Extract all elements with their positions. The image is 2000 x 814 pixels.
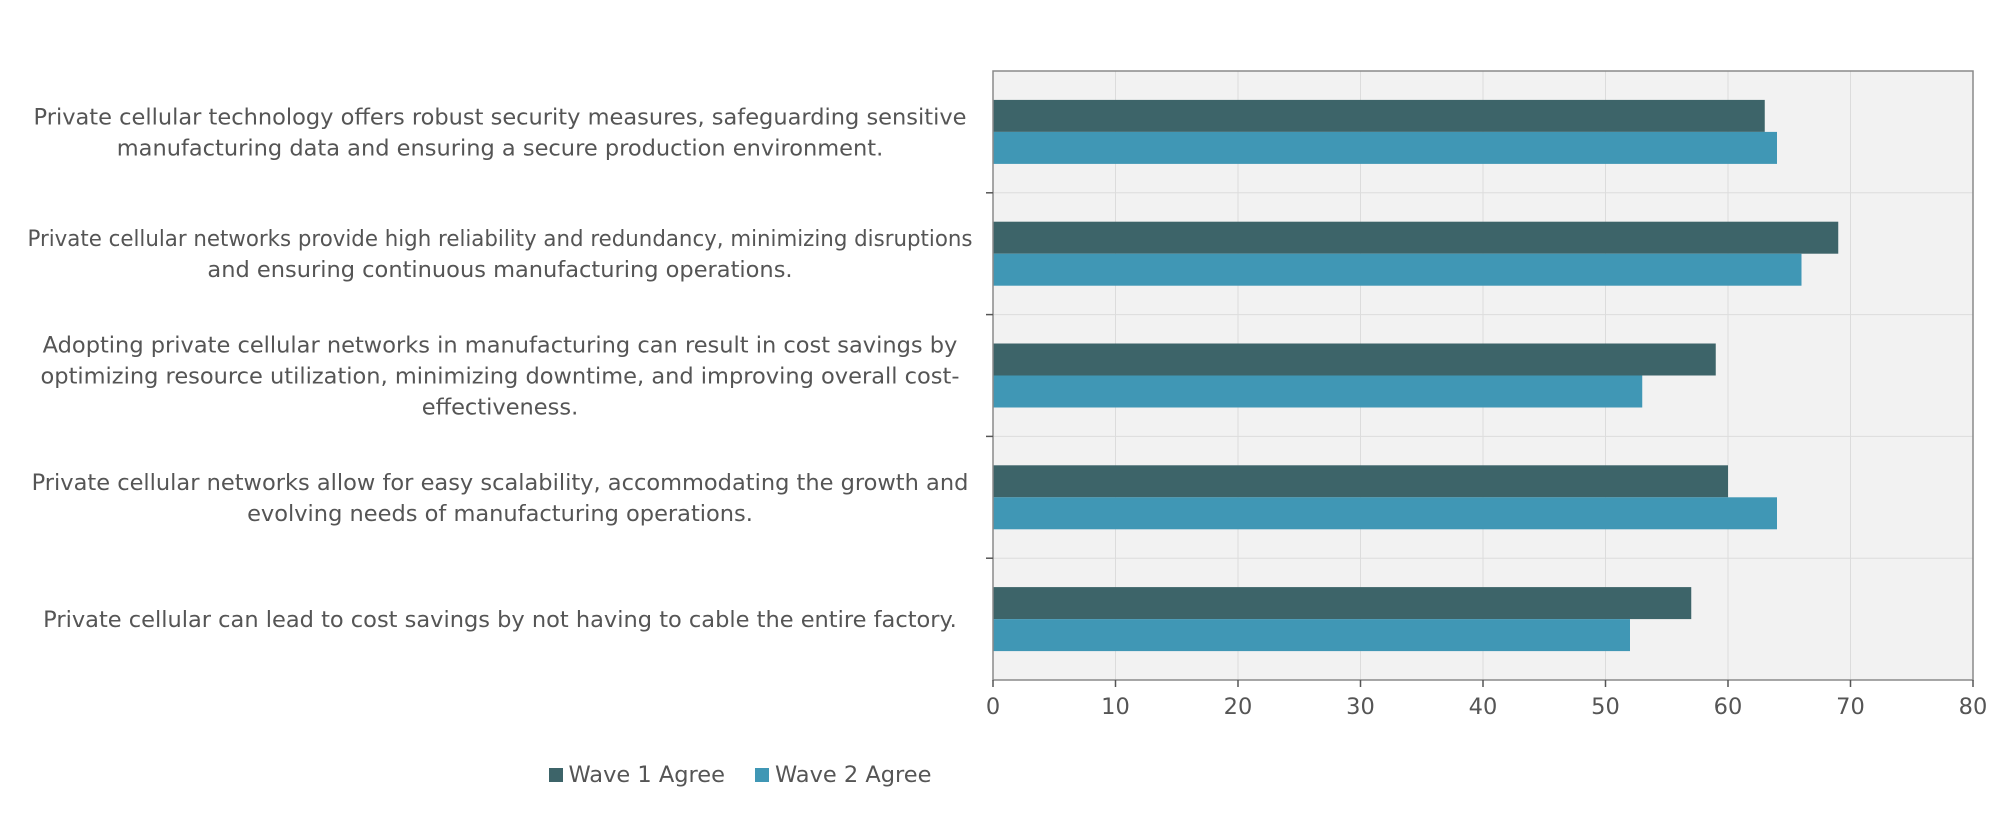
bar-wave-1 (993, 587, 1692, 620)
category-label: Private cellular networks allow for easy… (32, 470, 969, 527)
category-label-line: and ensuring continuous manufacturing op… (207, 257, 792, 283)
bar-wave-1 (993, 465, 1728, 498)
category-label: Private cellular networks provide high r… (28, 226, 973, 283)
legend-swatch-wave-1 (548, 768, 563, 782)
category-label: Private cellular technology offers robus… (34, 104, 967, 161)
legend-label-wave-1: Wave 1 Agree (568, 762, 726, 788)
bar-wave-1 (993, 99, 1765, 132)
x-tick-label: 70 (1836, 694, 1865, 720)
bar-wave-2 (993, 497, 1777, 530)
legend-swatch-wave-2 (755, 768, 769, 782)
category-label-line: Private cellular networks allow for easy… (32, 470, 969, 496)
bar-wave-2 (993, 619, 1630, 652)
legend-item-wave-1: Wave 1 Agree (548, 762, 726, 788)
axes (986, 70, 1974, 687)
bar-wave-2 (993, 131, 1777, 164)
category-label-line: Private cellular can lead to cost saving… (43, 607, 957, 633)
category-label-line: manufacturing data and ensuring a secure… (117, 135, 883, 161)
category-label-line: Private cellular networks provide high r… (28, 226, 973, 252)
x-tick-label: 30 (1346, 694, 1375, 720)
category-label-line: Private cellular technology offers robus… (34, 104, 967, 130)
category-label-line: optimizing resource utilization, minimiz… (41, 364, 960, 390)
legend-label-wave-2: Wave 2 Agree (775, 762, 932, 788)
bar-wave-2 (993, 375, 1643, 408)
category-label-line: evolving needs of manufacturing operatio… (247, 501, 753, 527)
category-labels: Private cellular technology offers robus… (28, 104, 973, 633)
bars (993, 99, 1839, 652)
x-tick-label: 10 (1101, 694, 1130, 720)
category-label: Adopting private cellular networks in ma… (41, 333, 960, 421)
legend: Wave 1 Agree Wave 2 Agree (0, 762, 1480, 788)
x-tick-label: 0 (986, 694, 1000, 720)
x-tick-labels: 0 10 20 30 40 50 60 70 80 (986, 694, 1987, 720)
category-label: Private cellular can lead to cost saving… (43, 607, 957, 633)
x-tick-label: 20 (1224, 694, 1253, 720)
legend-item-wave-2: Wave 2 Agree (755, 762, 932, 788)
x-tick-label: 80 (1959, 694, 1988, 720)
bar-wave-2 (993, 253, 1802, 286)
category-label-line: effectiveness. (422, 395, 579, 421)
bar-wave-1 (993, 343, 1716, 376)
bar-wave-1 (993, 221, 1839, 254)
x-tick-label: 50 (1591, 694, 1620, 720)
x-tick-label: 40 (1469, 694, 1498, 720)
x-tick-label: 60 (1714, 694, 1743, 720)
category-label-line: Adopting private cellular networks in ma… (43, 333, 958, 359)
